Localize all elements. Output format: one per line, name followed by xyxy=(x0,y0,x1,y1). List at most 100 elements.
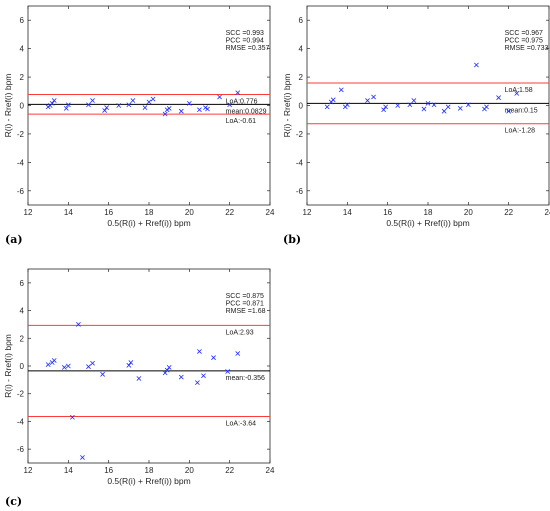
data-point xyxy=(80,455,85,460)
data-point xyxy=(506,108,512,114)
y-tick-label: 6 xyxy=(20,16,25,25)
data-point-stroke xyxy=(431,102,437,108)
data-point-stroke xyxy=(164,107,170,113)
data-point-stroke xyxy=(146,99,152,105)
stats-line: SCC =0.993 xyxy=(226,30,264,37)
data-point xyxy=(128,360,134,365)
y-tick-label: -2 xyxy=(17,130,25,139)
data-point xyxy=(431,102,437,108)
stats-line: PCC =0.975 xyxy=(505,38,543,45)
plot-frame xyxy=(27,5,271,206)
stats-line: PCC =0.871 xyxy=(226,301,264,308)
data-point-stroke xyxy=(80,455,85,460)
data-point-stroke xyxy=(86,364,91,370)
x-tick-label: 14 xyxy=(64,208,73,217)
data-point-stroke xyxy=(49,100,55,106)
data-point-stroke xyxy=(457,105,463,111)
data-point-stroke xyxy=(100,371,105,377)
y-tick-label: -6 xyxy=(17,187,25,196)
data-point-stroke xyxy=(365,98,370,103)
data-point xyxy=(164,367,170,373)
data-point-stroke xyxy=(142,105,148,111)
data-point xyxy=(65,363,71,369)
data-point xyxy=(330,97,336,103)
data-point-stroke xyxy=(178,374,184,380)
data-point xyxy=(205,106,210,112)
data-point xyxy=(178,374,184,380)
x-tick-label: 14 xyxy=(343,208,352,217)
mean-label: mean:0.0829 xyxy=(226,108,267,115)
data-point-stroke xyxy=(211,355,216,361)
data-point xyxy=(76,322,81,327)
data-point xyxy=(164,107,170,113)
data-point-stroke xyxy=(166,105,172,111)
data-point-stroke xyxy=(86,102,91,108)
data-point-stroke xyxy=(474,62,479,68)
x-tick-label: 12 xyxy=(24,466,33,475)
data-point xyxy=(51,358,57,363)
data-point xyxy=(49,100,55,106)
data-point-stroke xyxy=(126,362,132,368)
data-point-stroke xyxy=(330,97,336,103)
data-point-stroke xyxy=(45,104,51,110)
y-tick-label: 2 xyxy=(20,334,25,343)
stats-line: PCC =0.994 xyxy=(226,38,264,45)
y-tick-label: 4 xyxy=(299,45,304,54)
data-point-stroke xyxy=(445,104,451,110)
data-point-stroke xyxy=(203,105,208,111)
y-tick-label: 0 xyxy=(20,102,25,111)
y-axis-label: R(i) - Rref(i) bpm xyxy=(282,74,292,138)
data-point xyxy=(217,94,222,100)
x-tick-label: 22 xyxy=(504,208,513,217)
y-tick-label: 4 xyxy=(20,307,25,316)
data-point-stroke xyxy=(514,91,520,96)
stats-line: RMSE =1.68 xyxy=(226,308,266,315)
y-tick-label: -2 xyxy=(17,390,25,399)
data-point-stroke xyxy=(51,358,57,363)
data-point-stroke xyxy=(217,94,222,100)
data-point-stroke xyxy=(61,365,67,370)
data-point xyxy=(407,102,413,108)
x-tick-label: 22 xyxy=(225,466,234,475)
x-tick-label: 18 xyxy=(424,208,433,217)
data-point-stroke xyxy=(195,380,200,386)
stats-line: SCC =0.875 xyxy=(226,293,264,300)
data-point xyxy=(441,108,447,114)
data-point-stroke xyxy=(197,107,202,113)
loa-lower-label: LoA:-0.61 xyxy=(226,118,256,125)
data-point xyxy=(381,107,387,113)
panel-label: (c) xyxy=(5,495,22,508)
y-axis-label: R(i) - Rref(i) bpm xyxy=(3,74,13,138)
data-point-stroke xyxy=(197,349,202,354)
data-point-stroke xyxy=(102,108,108,113)
data-point xyxy=(457,105,463,111)
data-point xyxy=(186,100,192,106)
data-point-stroke xyxy=(90,98,95,103)
data-point xyxy=(90,360,95,366)
data-point-stroke xyxy=(178,108,184,114)
data-point xyxy=(150,96,156,102)
x-tick-label: 24 xyxy=(545,208,550,217)
data-point xyxy=(100,371,105,377)
y-tick-label: 6 xyxy=(20,279,25,288)
data-point-stroke xyxy=(162,111,168,117)
data-point-stroke xyxy=(130,98,136,103)
data-point xyxy=(197,349,202,354)
stats-line: SCC =0.967 xyxy=(505,30,543,37)
panel-label: (a) xyxy=(5,233,23,246)
data-point xyxy=(235,351,241,356)
data-point xyxy=(411,98,417,103)
data-point xyxy=(465,102,471,108)
data-point xyxy=(136,376,142,381)
loa-upper-label: LoA:1.58 xyxy=(505,87,533,94)
data-point xyxy=(383,104,389,110)
y-axis-label: R(i) - Rref(i) bpm xyxy=(3,334,13,398)
y-tick-label: 2 xyxy=(299,73,304,82)
data-point xyxy=(211,355,216,361)
data-point xyxy=(344,102,350,108)
x-tick-label: 18 xyxy=(145,208,154,217)
x-tick-label: 12 xyxy=(303,208,312,217)
x-tick-label: 14 xyxy=(64,466,73,475)
